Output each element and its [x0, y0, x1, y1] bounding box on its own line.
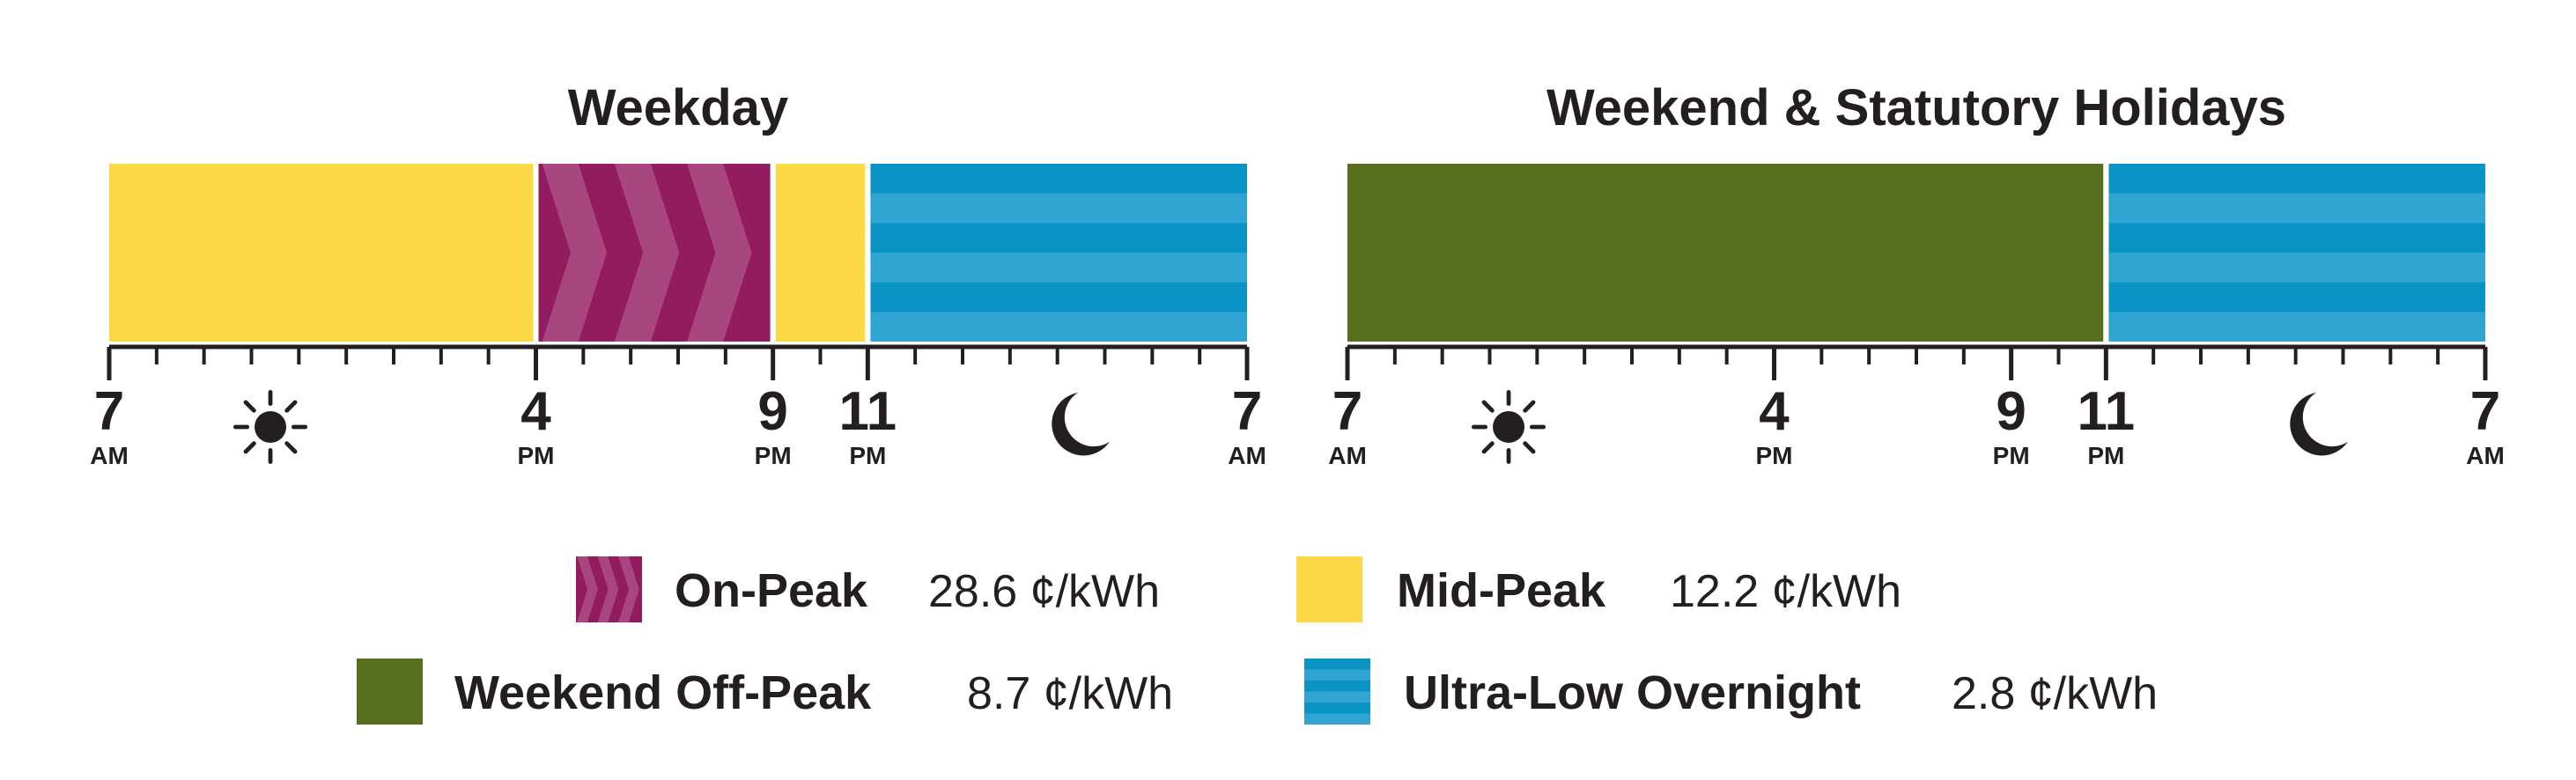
stripe — [1304, 691, 1370, 703]
sun-ray — [1481, 400, 1495, 413]
tick-period: PM — [1993, 442, 2030, 469]
tick-hour: 4 — [520, 381, 551, 442]
tick-period: AM — [2466, 442, 2505, 469]
tick-hour: 7 — [1332, 381, 1362, 442]
sun-core — [255, 411, 287, 443]
tick-period: AM — [1328, 442, 1367, 469]
legend-swatch — [357, 659, 423, 725]
chevron — [597, 556, 619, 622]
rate-segment — [109, 164, 534, 342]
sun-icon — [233, 389, 308, 464]
tick-period: PM — [1756, 442, 1793, 469]
tick-period: AM — [90, 442, 129, 469]
rate-segment — [870, 164, 1247, 342]
stripe — [870, 193, 1247, 224]
rate-segment — [775, 164, 866, 342]
tick-hour: 7 — [2470, 381, 2500, 442]
sun-ray — [284, 441, 298, 454]
chevron — [542, 164, 608, 342]
moon-icon — [1052, 393, 1110, 456]
legend-price: 8.7 ¢/kWh — [967, 668, 1173, 719]
rate-segment — [2108, 164, 2485, 342]
legend-swatch — [1296, 556, 1362, 622]
tick-hour: 9 — [757, 381, 787, 442]
tick-hour: 11 — [2078, 381, 2136, 442]
legend-swatch — [576, 556, 642, 622]
chevron — [618, 556, 639, 622]
sun-ray — [1523, 400, 1536, 413]
sun-core — [1493, 411, 1525, 443]
stripe — [2108, 193, 2485, 224]
rate-segment — [538, 164, 771, 342]
panel-title: Weekend & Statutory Holidays — [1546, 79, 2286, 136]
rate-segment — [1347, 164, 2104, 342]
sun-icon — [1472, 389, 1546, 464]
legend-name: Mid-Peak — [1397, 564, 1606, 617]
legend-name: Ultra-Low Overnight — [1404, 666, 1861, 719]
sun-ray — [284, 400, 298, 413]
fill — [357, 659, 423, 725]
legend-name: On-Peak — [675, 564, 868, 617]
fill — [109, 164, 534, 342]
stripe — [1304, 713, 1370, 725]
sun-ray — [1523, 441, 1536, 454]
legend-price: 2.8 ¢/kWh — [1952, 668, 2158, 719]
stripe — [2108, 312, 2485, 342]
stripe — [1304, 669, 1370, 681]
panel-title: Weekday — [568, 79, 788, 136]
tick-hour: 4 — [1759, 381, 1790, 442]
tick-period: PM — [755, 442, 792, 469]
stripe — [870, 312, 1247, 342]
tick-hour: 7 — [94, 381, 124, 442]
chevron — [614, 164, 680, 342]
chevron — [577, 556, 598, 622]
legend-name: Weekend Off-Peak — [454, 666, 872, 719]
chevron — [687, 164, 752, 342]
moon-icon — [2290, 393, 2348, 456]
legend-price: 28.6 ¢/kWh — [928, 566, 1160, 617]
tick-period: PM — [2087, 442, 2124, 469]
legend-swatch — [1304, 659, 1370, 725]
stripe — [2108, 253, 2485, 283]
fill — [1296, 556, 1362, 622]
tick-period: PM — [518, 442, 555, 469]
fill — [775, 164, 866, 342]
fill — [1347, 164, 2104, 342]
stripe — [870, 253, 1247, 283]
tick-hour: 7 — [1232, 381, 1262, 442]
tick-period: AM — [1228, 442, 1266, 469]
sun-ray — [1481, 441, 1495, 454]
sun-ray — [243, 400, 256, 413]
sun-ray — [243, 441, 256, 454]
tick-hour: 11 — [839, 381, 897, 442]
tick-hour: 9 — [1996, 381, 2026, 442]
tick-period: PM — [849, 442, 886, 469]
legend-price: 12.2 ¢/kWh — [1670, 566, 1901, 617]
